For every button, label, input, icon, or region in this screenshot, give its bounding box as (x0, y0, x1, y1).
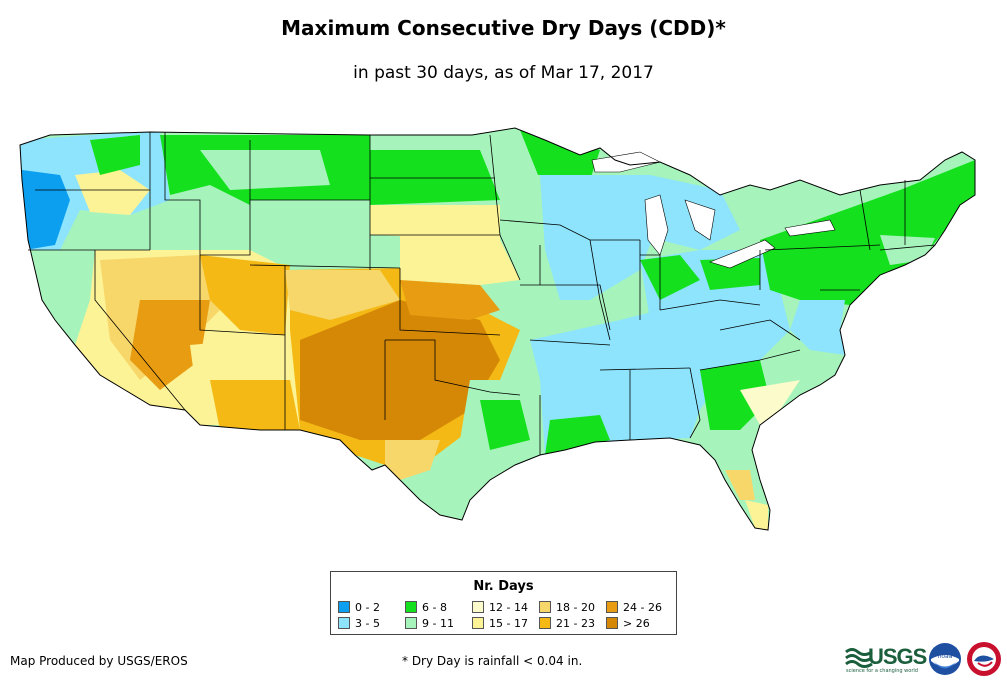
legend-swatch (405, 617, 417, 629)
legend-item: 24 - 26 (606, 601, 662, 614)
legend-item: > 26 (606, 617, 650, 630)
map-subtitle: in past 30 days, as of Mar 17, 2017 (353, 63, 654, 83)
legend-item: 21 - 23 (539, 617, 595, 630)
legend-item: 0 - 2 (338, 601, 380, 614)
map-title: Maximum Consecutive Dry Days (CDD)* (281, 16, 726, 40)
state-boundaries (19, 127, 976, 531)
usgs-wave-icon (845, 648, 873, 668)
legend-item: 15 - 17 (472, 617, 528, 630)
legend-item: 9 - 11 (405, 617, 454, 630)
footnote: * Dry Day is rainfall < 0.04 in. (402, 654, 583, 668)
legend-swatch (338, 601, 350, 613)
noaa-logo-text: noaa (938, 653, 953, 660)
legend-item: 6 - 8 (405, 601, 447, 614)
legend: Nr. Days 0 - 2 3 - 5 6 - 8 9 - 11 12 - 1… (330, 571, 677, 635)
noaa-logo-icon: noaa (929, 643, 961, 675)
legend-swatch (539, 617, 551, 629)
great-lakes (591, 151, 836, 269)
usgs-logo: USGS (868, 644, 927, 669)
legend-title: Nr. Days (473, 579, 534, 594)
legend-item: 12 - 14 (472, 601, 528, 614)
nws-logo-icon (967, 642, 1001, 676)
usgs-tagline: science for a changing world (846, 668, 918, 674)
legend-swatch (405, 601, 417, 613)
legend-item: 18 - 20 (539, 601, 595, 614)
agency-logos: USGS science for a changing world noaa (844, 640, 1004, 678)
legend-swatch (472, 601, 484, 613)
legend-swatch (338, 617, 350, 629)
legend-swatch (606, 617, 618, 629)
legend-swatch (472, 617, 484, 629)
legend-swatch (606, 601, 618, 613)
legend-item: 3 - 5 (338, 617, 380, 630)
credit-text: Map Produced by USGS/EROS (10, 654, 188, 668)
legend-swatch (539, 601, 551, 613)
